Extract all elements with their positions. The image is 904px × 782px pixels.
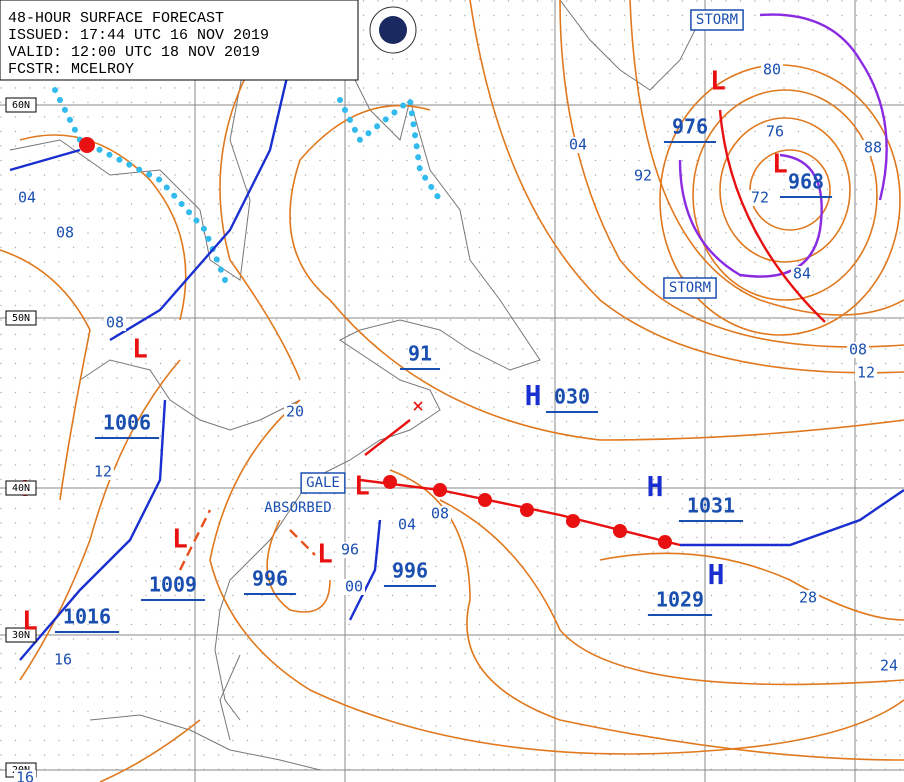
latitude-box [5, 480, 37, 496]
isobar-label-bg [339, 542, 361, 558]
latitude-box [5, 310, 37, 326]
isobar-label: 88 [864, 139, 882, 157]
latitude-label: 50N [12, 313, 30, 324]
isobar-label-bg [847, 342, 869, 358]
pressure-label: 1009 [149, 573, 197, 597]
latitude-box [5, 627, 37, 643]
isobar-label: 92 [634, 167, 652, 185]
isobar-label: 72 [751, 189, 769, 207]
isobar-label-bg [862, 140, 884, 156]
warning-label: ABSORBED [264, 500, 331, 516]
pressure-label: 030 [554, 385, 590, 409]
low-symbol: L [317, 540, 333, 570]
ice-edge [52, 87, 443, 283]
low-position-x: × [412, 394, 424, 418]
latitude-box [5, 97, 37, 113]
pressure-label: 1029 [656, 588, 704, 612]
header-issued: ISSUED: 17:44 UTC 16 NOV 2019 [8, 27, 269, 44]
low-symbol: L [132, 335, 148, 365]
header-valid: VALID: 12:00 UTC 18 NOV 2019 [8, 44, 260, 61]
pressure-label: 1006 [103, 411, 151, 435]
latitude-label: 60N [12, 100, 30, 111]
isobar-label: 84 [793, 265, 811, 283]
isobar-label-bg [855, 365, 877, 381]
storm-track [718, 109, 826, 323]
isobar-label: 12 [94, 463, 112, 481]
header-title: 48-HOUR SURFACE FORECAST [8, 10, 224, 27]
cold-fronts [9, 0, 904, 661]
isobar-label: 28 [799, 589, 817, 607]
isobar-label: 08 [431, 505, 449, 523]
isobar-label-bg [764, 124, 786, 140]
warning-box [690, 9, 744, 31]
isobar-label-bg [396, 517, 418, 533]
isobar-label: 80 [763, 61, 781, 79]
pressure-label: 91 [408, 342, 432, 366]
isobar-label: 08 [849, 341, 867, 359]
isobar-label-bg [92, 464, 114, 480]
isobar-label-bg [16, 190, 38, 206]
latitude-label: 30N [12, 630, 30, 641]
warning-box [300, 472, 346, 494]
low-symbol: L [354, 472, 370, 502]
isobar-label-bg [878, 658, 900, 674]
isobar-label: 04 [18, 189, 36, 207]
isobar-label-bg [632, 168, 654, 184]
pressure-label: 996 [252, 567, 288, 591]
warning-label: STORM [669, 280, 711, 296]
warning-box [663, 277, 717, 299]
low-symbol: L [172, 525, 188, 555]
high-symbol: H [708, 558, 725, 591]
isobar-label-bg [54, 225, 76, 241]
low-symbol: L [710, 67, 726, 97]
warning-label: STORM [696, 12, 738, 28]
isobar-label-bg [749, 190, 771, 206]
pressure-label: 976 [672, 115, 708, 139]
isobar-label: 04 [569, 136, 587, 154]
isobar-label-bg [343, 579, 365, 595]
storm-track [364, 419, 411, 456]
isobar-label-bg [429, 506, 451, 522]
pressure-label: 1031 [687, 494, 735, 518]
low-symbol: L [22, 607, 38, 637]
header-box [0, 0, 359, 81]
high-symbol: H [525, 379, 542, 412]
isobar-label: 00 [345, 578, 363, 596]
warning-label: GALE [306, 475, 340, 491]
isobar-label: 16 [16, 769, 34, 782]
isobar-label: 24 [880, 657, 898, 675]
isobar-label: 76 [766, 123, 784, 141]
isobar-label: 20 [286, 403, 304, 421]
isobar-label-bg [567, 137, 589, 153]
isobar-label-bg [791, 266, 813, 282]
isobar-label: 04 [398, 516, 416, 534]
latitude-label: 40N [12, 483, 30, 494]
pressure-label: 1016 [63, 605, 111, 629]
isobar-label-bg [284, 404, 306, 420]
pressure-label: 996 [392, 559, 428, 583]
isobar-label-bg [52, 652, 74, 668]
high-symbol: H [647, 470, 664, 503]
isobar-label: 08 [56, 224, 74, 242]
header-forecaster: FCSTR: MCELROY [8, 61, 134, 78]
isobar-label: 96 [341, 541, 359, 559]
isobar-label: 12 [857, 364, 875, 382]
low-symbol: L [772, 150, 788, 180]
isobar-label-bg [104, 315, 126, 331]
pressure-label: 968 [788, 170, 824, 194]
agency-logo-inner [379, 16, 407, 44]
trough [178, 509, 316, 571]
isobar-label: 08 [106, 314, 124, 332]
isobar-label: 16 [54, 651, 72, 669]
isobar-label-bg [797, 590, 819, 606]
isobar-label-bg [14, 770, 36, 782]
isobar-label-bg [761, 62, 783, 78]
